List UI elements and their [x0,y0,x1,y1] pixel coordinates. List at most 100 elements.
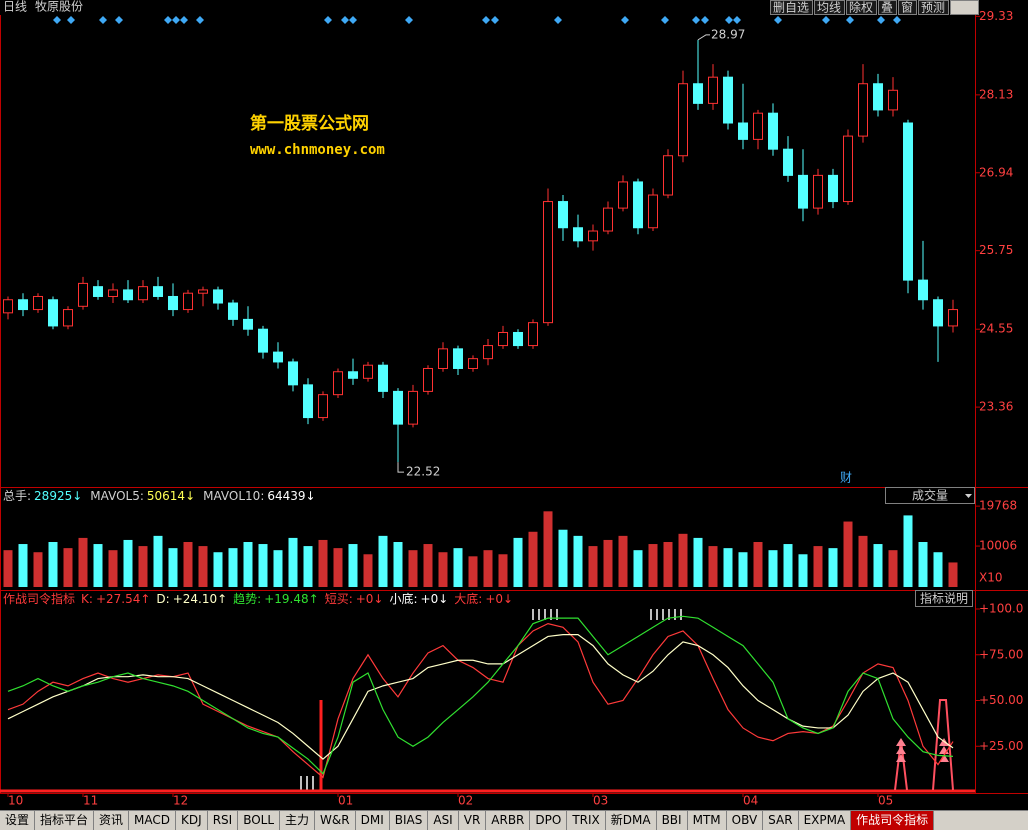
candle-body [198,289,208,294]
y-tick-label: 28.13 [979,87,1013,101]
tab[interactable]: VR [459,811,487,830]
tab[interactable]: ARBR [486,811,531,830]
toolbar-button-label[interactable]: 除权 [849,0,873,15]
volume-bar [438,552,448,587]
tab[interactable]: KDJ [176,811,208,830]
toolbar-button[interactable] [770,0,813,15]
candle-body [228,302,238,320]
candle-body [708,76,718,104]
toolbar-button[interactable] [898,0,917,15]
tab[interactable]: 指标平台 [35,811,95,830]
tab[interactable]: 设置 [0,811,36,830]
candle-body [93,286,103,297]
tab[interactable]: MACD [129,811,177,830]
volume-bar [93,544,103,587]
legend-value: 64439↓ [267,489,315,503]
candle-body [243,318,253,330]
volume-bar [693,537,703,587]
toolbar-button[interactable] [878,0,897,15]
volume-title[interactable]: 成交量 [912,488,948,503]
volume-bar [843,521,853,587]
toolbar-button[interactable] [950,0,979,15]
candle-body [768,112,778,150]
candle-body [18,299,28,311]
candle-body [498,331,508,347]
candle-body [123,289,133,301]
volume-bar [588,546,598,587]
tab[interactable]: 资讯 [94,811,130,830]
toolbar-button-label[interactable]: 叠 [881,1,893,15]
volume-bar [258,544,268,587]
x-tick-label: 04 [743,794,758,808]
candle-body [258,328,268,353]
indicator-line [7,634,954,760]
tab[interactable]: 主力 [280,811,316,830]
volume-bar [138,546,148,587]
tab[interactable]: BOLL [238,811,281,830]
tab[interactable]: BBI [657,811,688,830]
legend-label: 总手: [3,489,31,503]
toolbar-button-label[interactable]: 预测 [921,1,945,15]
volume-bar [738,552,748,587]
help-button-label[interactable]: 指标说明 [920,591,968,606]
x-tick-label: 01 [338,794,353,808]
volume-bar [273,550,283,587]
tab[interactable]: OBV [727,811,764,830]
volume-bar [723,548,733,587]
indicator-dropdown[interactable] [885,487,975,504]
tab[interactable]: 新DMA [606,811,657,830]
candle-body [288,361,298,386]
tab[interactable]: DPO [530,811,568,830]
toolbar-button-label[interactable]: 删自选 [773,1,809,15]
candle-body [588,230,598,242]
candle-body [453,348,463,369]
candle-body [513,331,523,347]
toolbar-button[interactable] [918,0,949,15]
tab[interactable]: SAR [763,811,799,830]
candle-body [183,292,193,311]
toolbar-button-label[interactable]: 均线 [817,1,841,15]
candle-body [363,364,373,379]
tab[interactable]: EXPMA [799,811,852,830]
help-button[interactable] [915,590,973,607]
tab[interactable]: TRIX [567,811,606,830]
tab[interactable]: ASI [428,811,459,830]
volume-bar [918,542,928,587]
background [0,0,1028,810]
tab[interactable]: RSI [208,811,239,830]
volume-bar [708,546,718,587]
legend-value: +24.10↑ [173,592,227,606]
volume-bar [813,546,823,587]
volume-bar [153,535,163,587]
tab[interactable]: BIAS [390,811,429,830]
tab[interactable]: W&R [315,811,356,830]
volume-bar [363,554,373,587]
volume-bar [753,542,763,587]
y-tick-label: 25.75 [979,243,1013,257]
candle-body [408,390,418,425]
top-signal-marks [300,609,682,790]
indicator-legend: 作战司令指标 K: +27.54↑ D: +24.10↑ 趋势: +19.48↑ 短买: +0↓… [3,591,513,606]
y-tick-label: 23.36 [979,400,1013,414]
signal-diamonds [53,16,901,24]
candle-body [168,295,178,311]
candle-body [348,371,358,379]
toolbar-button[interactable] [814,0,845,15]
toolbar-button-label[interactable]: 窗 [901,1,913,15]
candle-body [48,299,58,327]
low-label: 22.52 [406,465,440,479]
tab[interactable]: MTM [688,811,727,830]
legend-value: 28925↓ [34,489,82,503]
legend-label: K: [81,592,93,606]
candle-body [468,358,478,369]
tab[interactable]: 作战司令指标 [851,811,935,830]
candle-body [423,367,433,392]
y-tick-label: +75.00 [979,647,1023,661]
high-label: 28.97 [711,27,745,41]
stock-name: 牧原股份 [35,0,83,14]
y-tick-label: +100.0 [979,602,1023,616]
tab[interactable]: DMI [356,811,390,830]
toolbar-button[interactable] [846,0,877,15]
volume-bar [168,548,178,587]
